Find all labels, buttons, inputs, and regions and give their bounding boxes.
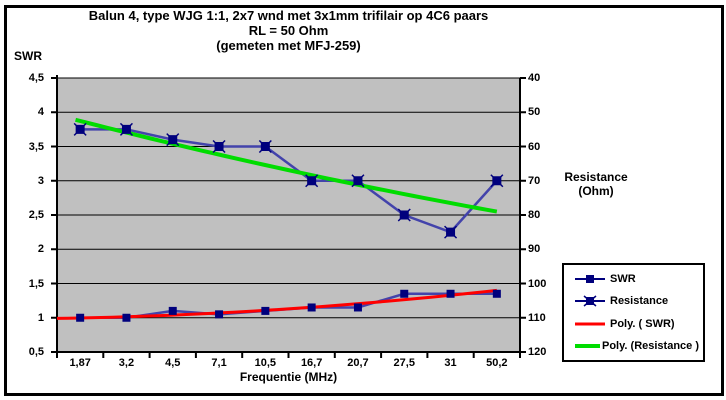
swr-data-point[interactable] xyxy=(492,289,501,298)
resistance-data-point[interactable] xyxy=(353,176,363,186)
swr-data-point[interactable] xyxy=(353,303,362,312)
right-axis-tick-label: 40 xyxy=(528,72,541,84)
resistance-data-point[interactable] xyxy=(307,176,317,186)
x-axis-tick-label: 27,5 xyxy=(393,357,415,369)
legend[interactable]: SWR Resistance Poly. ( SWR) Poly. (Resistan… xyxy=(562,263,705,362)
left-axis-tick-label: 4,5 xyxy=(28,72,44,84)
resistance-series-line[interactable] xyxy=(80,128,498,234)
right-axis-tick-label: 120 xyxy=(528,346,547,358)
right-axis-tick-label: 100 xyxy=(528,277,547,290)
legend-item-label: SWR xyxy=(610,273,636,286)
right-axis-tick-label: 60 xyxy=(528,140,541,153)
legend-item-label: Poly. ( SWR) xyxy=(610,317,675,330)
x-axis-title: Frequentie (MHz) xyxy=(239,370,338,384)
swr-data-point[interactable] xyxy=(261,306,270,315)
left-axis-tick-label: 4 xyxy=(37,106,44,119)
chart-border xyxy=(4,5,724,396)
legend-swatch-icon xyxy=(575,322,605,326)
chart-title-line1: Balun 4, type WJG 1:1, 2x7 wnd met 3x1mm… xyxy=(88,8,489,23)
x-axis-tick-label: 16,7 xyxy=(300,357,323,369)
resistance-data-point[interactable] xyxy=(260,142,270,151)
resistance-data-point[interactable] xyxy=(168,135,178,145)
legend-swatch-icon xyxy=(575,275,605,284)
swr-data-point[interactable] xyxy=(307,303,316,312)
x-axis-tick-label: 31 xyxy=(444,357,457,369)
left-axis-tick-label: 3 xyxy=(37,174,44,187)
right-axis-tick-label: 110 xyxy=(528,311,546,324)
right-axis-title-line1: Resistance xyxy=(564,170,628,184)
resistance-data-point[interactable] xyxy=(492,176,502,186)
right-axis-tick-label: 70 xyxy=(528,174,541,187)
left-axis-tick-label: 0,5 xyxy=(28,346,44,358)
swr-data-point[interactable] xyxy=(400,289,409,298)
swr-data-point[interactable] xyxy=(122,313,131,322)
left-axis-tick-label: 1,5 xyxy=(28,277,44,290)
right-axis-title-line2: (Ohm) xyxy=(578,184,614,198)
legend-item-poly-resistance[interactable]: Poly. (Resistance ) xyxy=(574,339,699,353)
right-axis-title: Resistance (Ohm) xyxy=(548,170,644,198)
chart-title-line2: RL = 50 Ohm xyxy=(248,23,329,38)
legend-item-label: Poly. (Resistance ) xyxy=(602,339,699,352)
swr-data-point[interactable] xyxy=(215,310,224,319)
resistance-data-point[interactable] xyxy=(214,142,224,151)
x-axis-tick-label: 20,7 xyxy=(347,357,369,369)
legend-swatch-icon xyxy=(575,295,605,307)
x-axis-tick-label: 50,2 xyxy=(486,357,508,369)
x-axis-tick-label: 1,87 xyxy=(69,357,91,369)
x-axis-tick-label: 3,2 xyxy=(118,357,135,369)
resistance-data-point[interactable] xyxy=(446,227,456,237)
resistance-data-point[interactable] xyxy=(399,210,409,220)
swr-data-point[interactable] xyxy=(446,289,455,298)
x-axis-tick-label: 7,1 xyxy=(211,357,227,369)
x-axis-tick-label: 10,5 xyxy=(254,357,277,369)
left-axis-title: SWR xyxy=(14,49,42,63)
left-axis-tick-label: 2,5 xyxy=(28,209,44,221)
right-axis-tick-label: 50 xyxy=(528,106,541,119)
left-axis-tick-label: 1 xyxy=(37,311,44,324)
left-axis-tick-label: 3,5 xyxy=(28,140,44,153)
legend-item-swr[interactable]: SWR xyxy=(574,272,699,286)
legend-item-resistance[interactable]: Resistance xyxy=(574,294,699,308)
resistance-data-point[interactable] xyxy=(121,124,131,134)
left-axis-tick-label: 2 xyxy=(37,243,44,256)
x-axis-tick-label: 4,5 xyxy=(165,357,181,369)
resistance-poly-trendline[interactable] xyxy=(75,117,498,214)
chart-title-line3: (gemeten met MFJ-259) xyxy=(216,38,361,53)
swr-data-point[interactable] xyxy=(76,313,85,322)
legend-item-poly-swr[interactable]: Poly. ( SWR) xyxy=(574,317,699,331)
right-axis-tick-label: 80 xyxy=(528,209,541,221)
legend-swatch-icon xyxy=(575,343,600,348)
swr-data-point[interactable] xyxy=(168,306,177,315)
resistance-data-point[interactable] xyxy=(75,124,85,134)
chart-title: Balun 4, type WJG 1:1, 2x7 wnd met 3x1mm… xyxy=(57,8,520,53)
right-axis-tick-label: 90 xyxy=(528,243,541,256)
legend-item-label: Resistance xyxy=(610,295,669,308)
